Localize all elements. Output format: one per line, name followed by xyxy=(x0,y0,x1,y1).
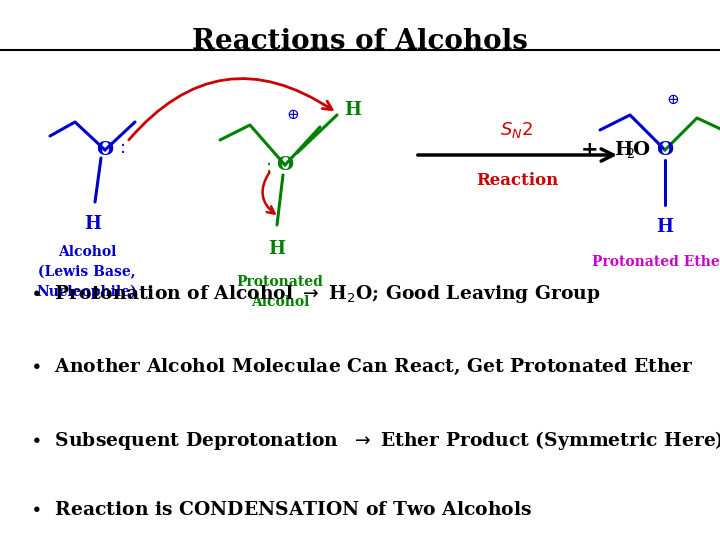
Text: Nucleophile): Nucleophile) xyxy=(37,285,138,299)
FancyArrowPatch shape xyxy=(129,78,332,140)
Text: Protonated: Protonated xyxy=(237,275,323,289)
Text: Reactions of Alcohols: Reactions of Alcohols xyxy=(192,28,528,55)
Text: $\bullet$  Reaction is CONDENSATION of Two Alcohols: $\bullet$ Reaction is CONDENSATION of Tw… xyxy=(30,501,532,519)
Text: H: H xyxy=(84,215,102,233)
Text: H: H xyxy=(269,240,286,258)
Text: H: H xyxy=(614,141,632,159)
Text: :: : xyxy=(120,139,126,157)
Text: Alcohol: Alcohol xyxy=(251,295,309,309)
Text: ⊕: ⊕ xyxy=(667,93,680,107)
Text: O: O xyxy=(632,141,649,159)
Text: +: + xyxy=(581,140,599,160)
Text: Alcohol: Alcohol xyxy=(58,245,116,259)
Text: 2: 2 xyxy=(626,148,634,161)
Text: :: : xyxy=(266,158,272,176)
Text: (Lewis Base,: (Lewis Base, xyxy=(38,265,136,279)
Text: $S_N2$: $S_N2$ xyxy=(500,120,534,140)
Text: H: H xyxy=(657,218,673,236)
Text: O: O xyxy=(276,156,294,174)
Text: H: H xyxy=(344,101,361,119)
Text: Protonated Ether: Protonated Ether xyxy=(593,255,720,269)
Text: $\bullet$  Another Alcohol Moleculae Can React, Get Protonated Ether: $\bullet$ Another Alcohol Moleculae Can … xyxy=(30,357,694,377)
FancyArrowPatch shape xyxy=(263,172,274,214)
Text: O: O xyxy=(657,141,674,159)
Text: ⊕: ⊕ xyxy=(287,108,300,122)
Text: O: O xyxy=(96,141,114,159)
Text: $\bullet$  Subsequent Deprotonation  $\rightarrow$ Ether Product (Symmetric Here: $\bullet$ Subsequent Deprotonation $\rig… xyxy=(30,429,720,451)
Text: $\bullet$  Protonation of Alcohol $\rightarrow$ H$_2$O; Good Leaving Group: $\bullet$ Protonation of Alcohol $\right… xyxy=(30,284,600,305)
Text: Reaction: Reaction xyxy=(476,172,558,189)
